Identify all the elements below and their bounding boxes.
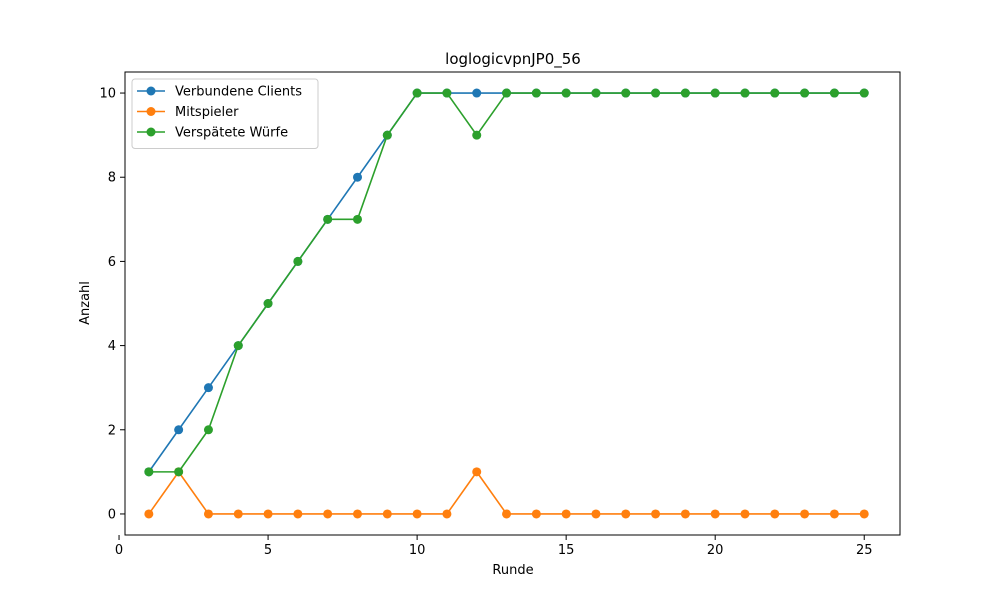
series-2: [144, 88, 869, 477]
chart-title: loglogicvpnJP0_56: [445, 50, 581, 69]
data-point: [412, 88, 422, 98]
legend-entry: Mitspieler: [137, 105, 239, 120]
legend-entry: Verbundene Clients: [137, 85, 302, 100]
data-point: [800, 509, 810, 519]
data-point: [621, 88, 631, 98]
legend-marker: [146, 86, 156, 96]
series-1: [144, 467, 869, 519]
legend-marker: [146, 107, 156, 116]
data-point: [144, 509, 154, 519]
data-point: [263, 509, 273, 519]
data-point: [382, 130, 392, 140]
legend-label: Mitspieler: [175, 105, 239, 120]
data-point: [233, 509, 243, 519]
data-point: [353, 172, 362, 182]
data-point: [800, 88, 810, 98]
data-point: [263, 299, 273, 308]
x-axis-label: Runde: [492, 563, 533, 578]
y-tick-label: 2: [108, 423, 116, 438]
y-tick-label: 6: [108, 255, 116, 270]
plot-area-frame: [124, 71, 901, 536]
data-point: [859, 509, 869, 519]
x-tick-label: 10: [409, 543, 426, 558]
y-axis-label: Anzahl: [78, 281, 93, 325]
data-point: [293, 256, 303, 266]
legend-label: Verbundene Clients: [175, 85, 302, 100]
data-point: [442, 509, 452, 519]
data-point: [472, 467, 482, 477]
data-point: [651, 88, 661, 98]
data-point: [174, 425, 184, 435]
y-tick-label: 4: [108, 339, 116, 354]
data-point: [621, 509, 631, 519]
data-point: [740, 88, 750, 98]
y-tick-label: 8: [108, 171, 116, 186]
data-point: [174, 467, 184, 477]
x-axis-ticks: 0 5 10 15 20 25: [115, 535, 873, 558]
data-point: [502, 88, 512, 98]
data-point: [710, 509, 720, 519]
data-point: [144, 467, 154, 477]
data-point: [651, 509, 661, 519]
data-point: [293, 509, 303, 519]
data-point: [353, 214, 362, 224]
data-point: [203, 509, 213, 519]
legend: Verbundene Clients Mitspieler Verspätete W…: [131, 78, 319, 149]
x-tick-label: 15: [558, 543, 575, 558]
x-tick-label: 25: [856, 543, 873, 558]
data-point: [382, 509, 392, 519]
data-point: [561, 88, 571, 98]
legend-marker: [146, 127, 156, 137]
x-tick-label: 5: [264, 543, 272, 558]
data-point: [203, 425, 213, 435]
data-point: [740, 509, 750, 519]
y-axis-ticks: 0 2 4 6 8 10: [99, 87, 125, 522]
data-point: [472, 88, 482, 98]
legend-label: Verspätete Würfe: [175, 126, 288, 141]
data-point: [233, 341, 243, 351]
data-point: [323, 214, 333, 224]
data-point: [829, 509, 839, 519]
data-point: [591, 88, 601, 98]
y-tick-label: 10: [99, 87, 116, 102]
data-point: [472, 130, 482, 140]
data-point: [353, 509, 362, 519]
data-point: [502, 509, 512, 519]
data-point: [203, 383, 213, 393]
data-point: [591, 509, 601, 519]
data-point: [323, 509, 333, 519]
data-point: [561, 509, 571, 519]
x-tick-label: 20: [707, 543, 724, 558]
data-point: [680, 88, 690, 98]
data-point: [829, 88, 839, 98]
x-tick-label: 0: [115, 543, 123, 558]
data-point: [531, 88, 541, 98]
data-point: [770, 509, 780, 519]
data-point: [859, 88, 869, 98]
data-point: [531, 509, 541, 519]
data-point: [680, 509, 690, 519]
data-point: [442, 88, 452, 98]
legend-box: [131, 78, 319, 149]
series-layer: [144, 88, 869, 519]
data-point: [412, 509, 422, 519]
data-point: [710, 88, 720, 98]
data-point: [770, 88, 780, 98]
legend-entry: Verspätete Würfe: [137, 126, 288, 141]
y-tick-label: 0: [108, 507, 116, 522]
